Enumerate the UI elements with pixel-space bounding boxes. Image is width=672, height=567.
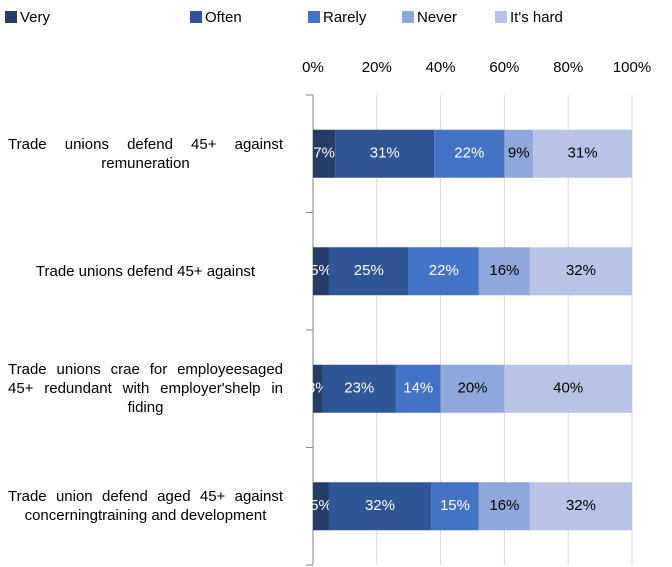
data-label: 7% bbox=[313, 145, 335, 162]
bar-segment bbox=[440, 364, 505, 413]
bar-segment bbox=[533, 129, 632, 178]
legend-label: Rarely bbox=[323, 9, 367, 26]
data-label: 23% bbox=[344, 380, 374, 397]
x-tick-label: 0% bbox=[302, 59, 324, 76]
legend-swatch bbox=[5, 11, 17, 23]
data-label: 32% bbox=[566, 262, 596, 279]
x-tick-label: 40% bbox=[426, 59, 456, 76]
bar-segment bbox=[529, 247, 632, 296]
data-label: 9% bbox=[508, 145, 530, 162]
data-label: 22% bbox=[454, 145, 484, 162]
bar-segment bbox=[504, 364, 632, 413]
x-tick-label: 100% bbox=[613, 59, 651, 76]
bar-segment bbox=[431, 482, 479, 531]
data-label: 16% bbox=[489, 262, 519, 279]
bar-segment bbox=[328, 247, 409, 296]
bar-segment bbox=[313, 364, 323, 413]
legend-swatch bbox=[402, 11, 414, 23]
data-label: 31% bbox=[370, 145, 400, 162]
bar-segment bbox=[313, 482, 329, 531]
bar-segment bbox=[313, 247, 329, 296]
data-label: 22% bbox=[429, 262, 459, 279]
legend-swatch bbox=[495, 11, 507, 23]
bar-segment bbox=[478, 247, 530, 296]
bar-segment bbox=[408, 247, 479, 296]
data-label: 25% bbox=[354, 262, 384, 279]
bar-segment bbox=[478, 482, 530, 531]
data-label: 16% bbox=[489, 497, 519, 514]
bar-segment bbox=[335, 129, 435, 178]
data-label: 14% bbox=[403, 380, 433, 397]
bar-segment bbox=[322, 364, 396, 413]
data-label: 15% bbox=[440, 497, 470, 514]
category-label: Trade unions crae for employeesaged 45+ … bbox=[8, 361, 283, 417]
legend-swatch bbox=[308, 11, 320, 23]
bar-segment bbox=[313, 129, 336, 178]
data-label: 31% bbox=[568, 145, 598, 162]
x-tick-label: 60% bbox=[489, 59, 519, 76]
bar-segment bbox=[328, 482, 432, 531]
x-tick-label: 20% bbox=[362, 59, 392, 76]
legend-label: Very bbox=[20, 9, 51, 26]
legend-label: Never bbox=[417, 9, 457, 26]
data-label: 32% bbox=[365, 497, 395, 514]
category-label: Trade union defend aged 45+ against conc… bbox=[8, 488, 283, 525]
data-label: 5% bbox=[310, 262, 332, 279]
data-label: 5% bbox=[310, 497, 332, 514]
legend-label: It's hard bbox=[510, 9, 563, 26]
data-label: 20% bbox=[457, 380, 487, 397]
category-label: Trade unions defend 45+ against bbox=[35, 262, 256, 280]
bar-segment bbox=[434, 129, 505, 178]
legend-swatch bbox=[190, 11, 202, 23]
data-label: 32% bbox=[566, 497, 596, 514]
bar-segment bbox=[529, 482, 632, 531]
x-tick-label: 80% bbox=[553, 59, 583, 76]
legend-label: Often bbox=[205, 9, 242, 26]
category-label: Trade unions defend 45+ against remunera… bbox=[8, 135, 283, 172]
bar-segment bbox=[504, 129, 534, 178]
bar-segment bbox=[395, 364, 441, 413]
data-label: 40% bbox=[553, 380, 583, 397]
